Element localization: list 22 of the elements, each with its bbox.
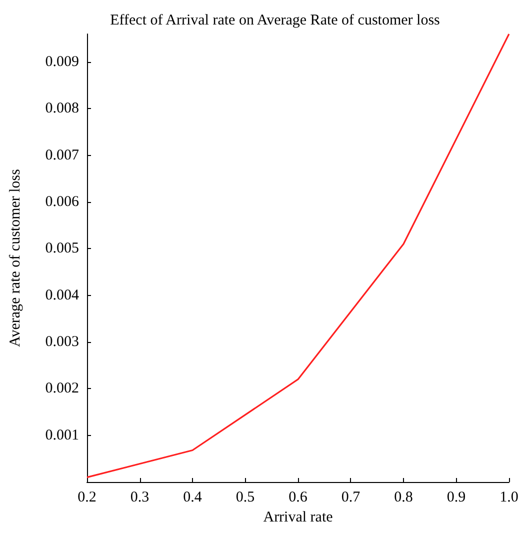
y-axis-title: Average rate of customer loss bbox=[8, 168, 24, 347]
y-tick-label: 0.002 bbox=[45, 380, 79, 397]
y-tick-label: 0.007 bbox=[45, 147, 80, 164]
x-tick-label: 0.5 bbox=[236, 490, 255, 506]
x-tick-label: 0.8 bbox=[394, 490, 413, 506]
y-tick-label: 0.008 bbox=[45, 100, 79, 117]
x-tick-label: 1.0 bbox=[500, 490, 518, 506]
x-tick-label: 0.2 bbox=[78, 490, 96, 506]
x-tick-label: 0.6 bbox=[288, 490, 308, 506]
x-tick-label: 0.9 bbox=[446, 490, 466, 506]
y-tick-label: 0.001 bbox=[45, 427, 79, 444]
x-axis-title: Arrival rate bbox=[263, 510, 334, 526]
y-tick-label: 0.005 bbox=[45, 240, 79, 257]
y-tick-label: 0.003 bbox=[45, 334, 79, 350]
x-tick-label: 0.4 bbox=[183, 490, 202, 506]
line-series bbox=[86, 33, 510, 478]
chart-title: Effect of Arrival rate on Average Rate of customer loss bbox=[110, 12, 440, 28]
y-tick-label: 0.006 bbox=[45, 194, 80, 210]
x-tick-label: 0.3 bbox=[130, 490, 150, 506]
x-tick-label: 0.7 bbox=[341, 490, 361, 506]
y-tick-label: 0.004 bbox=[45, 287, 80, 304]
y-tick-label: 0.009 bbox=[45, 54, 79, 70]
